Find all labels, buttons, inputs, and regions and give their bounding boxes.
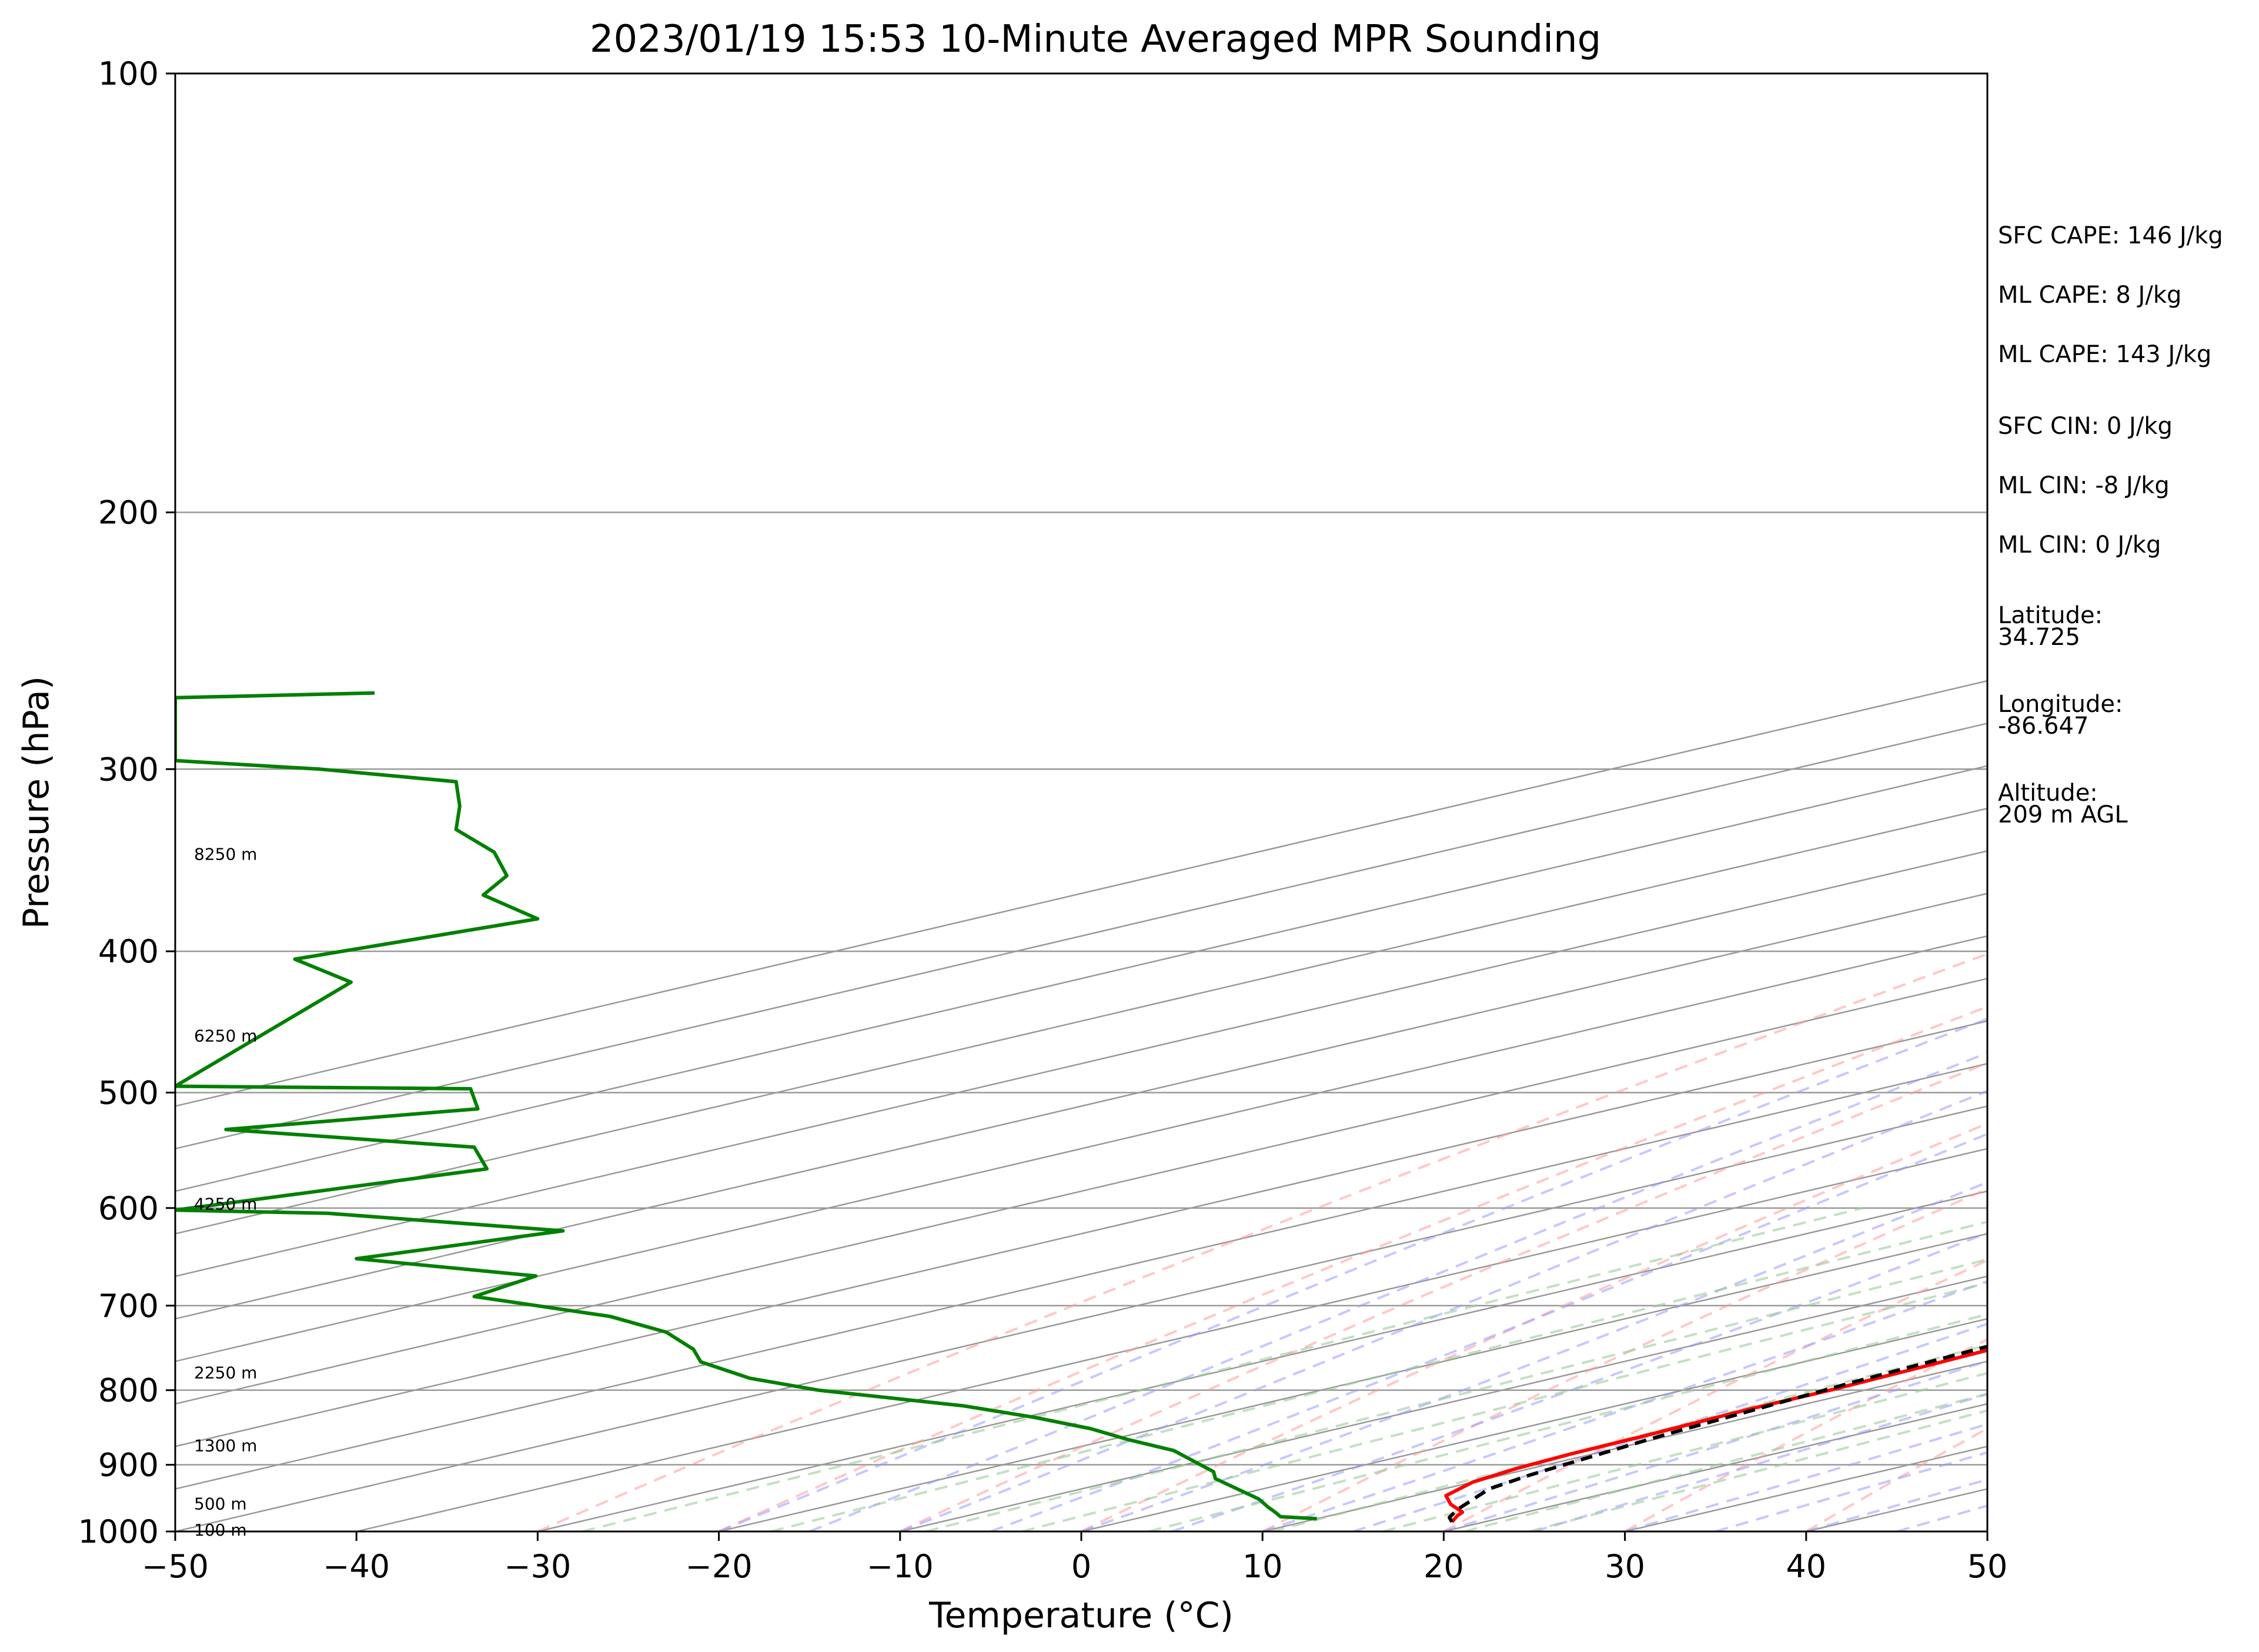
sounding-profiles xyxy=(175,691,1987,1523)
moist-adiabat-line xyxy=(1081,1181,1987,1531)
y-tick-label: 1000 xyxy=(78,1513,159,1550)
mixing-ratio-line xyxy=(1382,1372,1987,1531)
isotherm-line xyxy=(537,1190,1987,1531)
x-tick-label: −30 xyxy=(504,1548,571,1585)
isotherm-line xyxy=(175,680,1987,1107)
location-label: Longitude: xyxy=(1998,691,2123,718)
sounding-index-label: ML CAPE: 8 J/kg xyxy=(1998,282,2181,309)
y-tick-label: 500 xyxy=(98,1074,159,1111)
isotherm-line xyxy=(175,1105,1987,1531)
moist-adiabat-line xyxy=(1625,1423,1987,1531)
y-tick-label: 100 xyxy=(98,55,159,92)
sounding-index-label: ML CIN: -8 J/kg xyxy=(1998,472,2170,499)
chart-title: 2023/01/19 15:53 10-Minute Averaged MPR … xyxy=(590,18,1601,61)
moist-adiabat-line xyxy=(900,1089,1987,1531)
x-tick-label: 40 xyxy=(1786,1548,1826,1585)
mixing-ratio-line xyxy=(1271,1343,1987,1531)
y-tick-label: 200 xyxy=(98,494,159,531)
location-value: 209 m AGL xyxy=(1998,801,2128,828)
dry-adiabat-line xyxy=(537,952,1987,1531)
dry-adiabat-line xyxy=(1081,1122,1987,1531)
dry-adiabat-line xyxy=(1443,1259,1987,1531)
y-tick-label: 400 xyxy=(98,933,159,970)
height-label: 1300 m xyxy=(194,1436,257,1456)
moist-adiabat-line xyxy=(718,1017,1987,1531)
x-tick-label: 20 xyxy=(1423,1548,1464,1585)
mixing-ratio-line xyxy=(1021,1282,1987,1531)
mixing-ratio-line xyxy=(1148,1313,1987,1531)
y-tick-label: 300 xyxy=(98,751,159,788)
isotherm-line xyxy=(900,1275,1987,1531)
y-tick-label: 700 xyxy=(98,1288,159,1325)
x-tick-label: −40 xyxy=(323,1548,390,1585)
isotherm-line xyxy=(356,1148,1987,1531)
isotherm-line xyxy=(175,723,1987,1150)
isotherm-line xyxy=(175,978,1987,1405)
mixing-ratio-line xyxy=(582,1206,1863,1531)
location-value: -86.647 xyxy=(1998,713,2088,740)
x-tick-label: −50 xyxy=(142,1548,209,1585)
moist-adiabat-line xyxy=(1262,1280,1987,1531)
dry-adiabat-line xyxy=(1624,1337,1987,1531)
sounding-index-label: ML CIN: 0 J/kg xyxy=(1998,531,2161,559)
mixing-ratio-line xyxy=(1529,1409,1987,1531)
height-label: 6250 m xyxy=(194,1026,257,1046)
isotherm-line xyxy=(175,935,1987,1362)
moist-adiabat-line xyxy=(990,1132,1987,1531)
y-axis-label: Pressure (hPa) xyxy=(16,676,57,929)
height-label: 100 m xyxy=(194,1520,247,1540)
location-label: Altitude: xyxy=(1998,780,2098,807)
x-axis-label: Temperature (°C) xyxy=(928,1595,1234,1636)
dry-adiabat-line xyxy=(899,1062,1987,1531)
isotherm-line xyxy=(175,1062,1987,1490)
y-tick-label: 900 xyxy=(98,1447,159,1484)
mixing-ratio-line xyxy=(925,1258,1987,1531)
isotherm-line xyxy=(175,892,1987,1320)
sounding-index-label: SFC CAPE: 146 J/kg xyxy=(1998,222,2223,249)
sounding-index-label: SFC CIN: 0 J/kg xyxy=(1998,413,2173,440)
sounding-info-panel: SFC CAPE: 146 J/kg ML CAPE: 8 J/kg ML CAPE… xyxy=(1998,222,2223,828)
mixing-ratio-line xyxy=(770,1220,1987,1531)
isotherm-line xyxy=(175,765,1987,1192)
relative-humidity-profile-line xyxy=(175,691,1317,1521)
x-tick-label: 50 xyxy=(1967,1548,2008,1585)
height-label: 2250 m xyxy=(194,1363,257,1383)
temperature-profile-line xyxy=(1444,1348,1987,1523)
x-tick-label: −20 xyxy=(686,1548,753,1585)
x-tick-label: 10 xyxy=(1242,1548,1283,1585)
x-tick-label: 30 xyxy=(1605,1548,1645,1585)
height-labels: 100 m 500 m 1300 m 2250 m 4250 m 6250 m 8250 m xyxy=(194,845,257,1540)
location-label: Latitude: xyxy=(1998,602,2103,629)
height-label: 4250 m xyxy=(194,1195,257,1214)
x-tick-label: 0 xyxy=(1071,1548,1091,1585)
mixing-ratio-line xyxy=(1464,1392,1987,1531)
thermodynamic-reference-lines xyxy=(175,680,1987,1531)
sounding-index-label: ML CAPE: 143 J/kg xyxy=(1998,341,2211,368)
moist-adiabat-line xyxy=(808,1051,1987,1531)
parcel-profile-line xyxy=(1448,1345,1987,1523)
isotherm-line xyxy=(175,1020,1987,1447)
y-tick-label: 800 xyxy=(98,1372,159,1409)
y-tick-label: 600 xyxy=(98,1190,159,1227)
isotherm-line xyxy=(719,1233,1987,1531)
x-tick-label: −10 xyxy=(867,1548,934,1585)
location-value: 34.725 xyxy=(1998,624,2080,651)
height-label: 8250 m xyxy=(194,845,257,864)
height-label: 500 m xyxy=(194,1494,247,1514)
